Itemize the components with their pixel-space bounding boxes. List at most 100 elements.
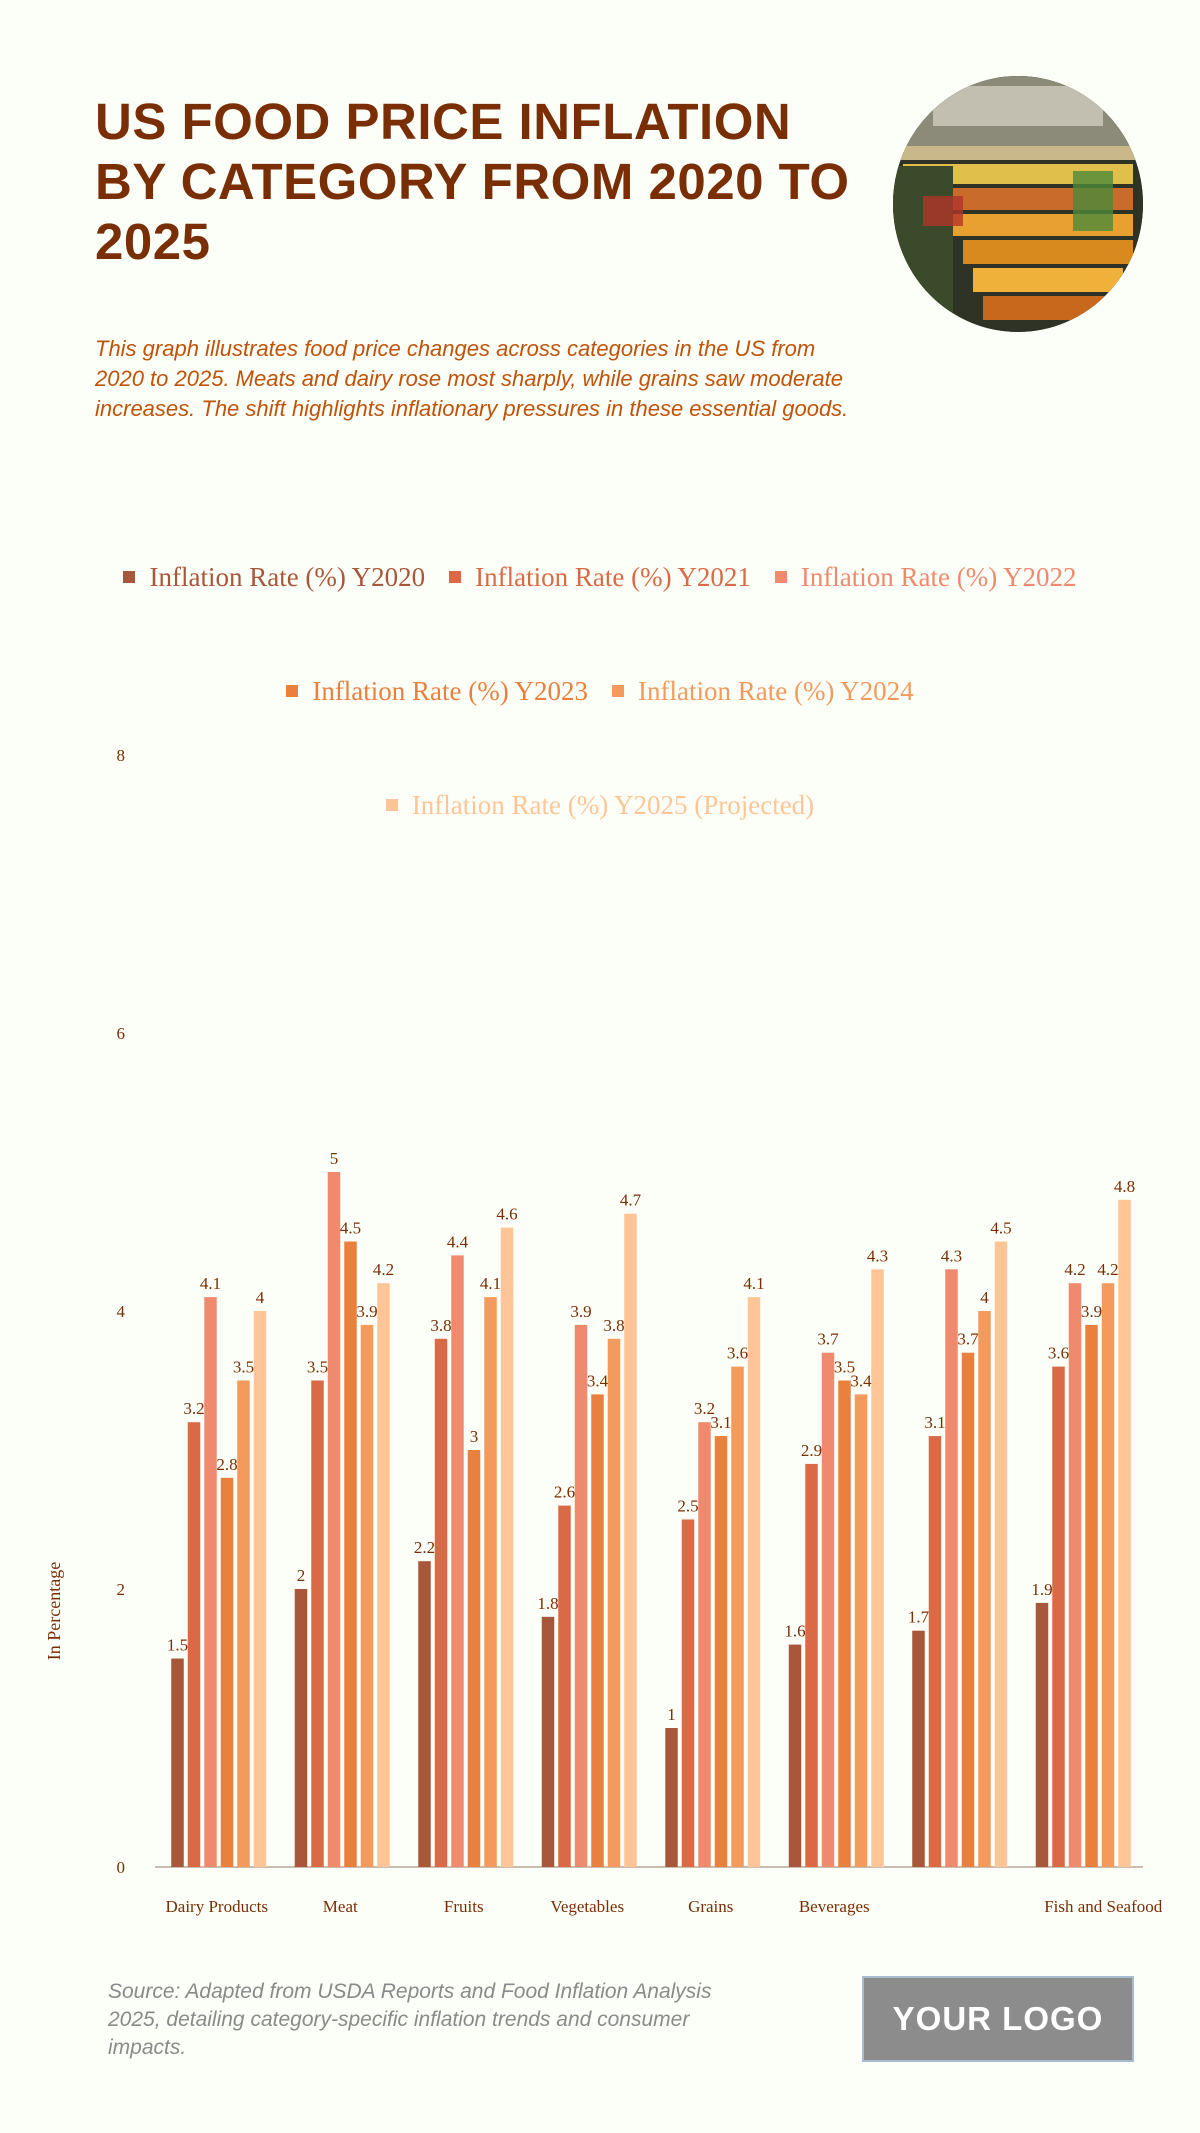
- data-label: 3.9: [356, 1302, 377, 1321]
- page-title: US FOOD PRICE INFLATION BY CATEGORY FROM…: [95, 93, 850, 270]
- legend-item: Inflation Rate (%) Y2021: [449, 560, 751, 594]
- bar: [805, 1463, 818, 1867]
- bar: [344, 1241, 357, 1867]
- bar: [624, 1213, 637, 1867]
- data-label: 4.2: [373, 1260, 394, 1279]
- bar: [311, 1380, 324, 1867]
- data-label: 3: [470, 1427, 479, 1446]
- legend-item: Inflation Rate (%) Y2023: [286, 674, 588, 708]
- bar: [484, 1297, 497, 1867]
- data-label: 4.2: [1064, 1260, 1085, 1279]
- data-label: 4.3: [941, 1246, 962, 1265]
- bar: [500, 1227, 514, 1867]
- y-tick-label: 6: [117, 1024, 126, 1043]
- data-label: 1.7: [908, 1608, 930, 1627]
- bar: [1068, 1283, 1082, 1867]
- bar: [377, 1283, 390, 1867]
- data-label: 3.5: [233, 1358, 254, 1377]
- data-label: 3.8: [603, 1316, 624, 1335]
- legend-item: Inflation Rate (%) Y2022: [774, 560, 1077, 594]
- data-label: 3.4: [587, 1371, 609, 1390]
- data-label: 3.6: [1048, 1344, 1069, 1363]
- bar: [451, 1255, 464, 1867]
- data-label: 3.9: [1081, 1302, 1102, 1321]
- bar: [187, 1422, 201, 1867]
- data-label: 4.1: [480, 1274, 501, 1293]
- bar: [698, 1422, 711, 1867]
- data-label: 5: [330, 1149, 339, 1168]
- bar: [1052, 1366, 1065, 1867]
- bar: [607, 1338, 621, 1867]
- data-label: 3.1: [924, 1413, 945, 1432]
- data-label: 4: [256, 1288, 265, 1307]
- data-label: 1.6: [784, 1622, 805, 1641]
- bar: [681, 1519, 695, 1867]
- bar: [467, 1450, 481, 1867]
- bar: [978, 1311, 991, 1867]
- source-note: Source: Adapted from USDA Reports and Fo…: [108, 1980, 712, 2059]
- data-label: 4.7: [620, 1191, 642, 1210]
- legend-swatch: [385, 799, 398, 811]
- subtitle: This graph illustrates food price change…: [95, 336, 849, 421]
- data-label: 2.2: [414, 1538, 435, 1557]
- legend-item: Inflation Rate (%) Y2020: [123, 560, 425, 594]
- x-tick-label: Grains: [688, 1897, 733, 1916]
- x-tick-label: Vegetables: [550, 1897, 624, 1916]
- x-tick-label: Fish and Seafood: [1044, 1897, 1163, 1916]
- bar: [747, 1297, 761, 1867]
- data-label: 3.6: [727, 1344, 748, 1363]
- bar: [574, 1324, 588, 1867]
- data-label: 4.5: [990, 1219, 1011, 1238]
- data-label: 4.8: [1114, 1177, 1135, 1196]
- bar: [854, 1394, 868, 1867]
- bar: [961, 1352, 975, 1867]
- y-tick-label: 2: [117, 1580, 126, 1599]
- data-label: 4: [980, 1288, 989, 1307]
- bar: [253, 1311, 267, 1867]
- legend-label: Inflation Rate (%) Y2020: [149, 561, 426, 592]
- data-label: 4.6: [496, 1205, 517, 1224]
- bar: [360, 1324, 374, 1867]
- bar: [558, 1505, 571, 1867]
- data-label: 3.7: [957, 1330, 979, 1349]
- chart-legend: Inflation Rate (%) Y2020 Inflation Rate (…: [60, 560, 1140, 822]
- bar: [731, 1366, 744, 1867]
- y-tick-label: 8: [117, 746, 126, 765]
- bar: [912, 1630, 925, 1867]
- data-label: 3.7: [817, 1330, 839, 1349]
- bar: [1035, 1602, 1049, 1867]
- bar: [237, 1380, 250, 1867]
- y-tick-label: 4: [117, 1302, 126, 1321]
- legend-label: Inflation Rate (%) Y2024: [638, 675, 914, 706]
- bar: [220, 1477, 234, 1867]
- data-label: 1.9: [1031, 1580, 1052, 1599]
- data-label: 4.1: [743, 1274, 764, 1293]
- bar: [327, 1172, 341, 1867]
- legend-label: Inflation Rate (%) Y2025 (Projected): [411, 789, 815, 820]
- data-label: 2.8: [216, 1455, 237, 1474]
- data-label: 1.8: [537, 1594, 558, 1613]
- bar: [665, 1728, 678, 1867]
- data-label: 3.2: [183, 1399, 204, 1418]
- bar-chart: 0 2 4 6 8 In Percentage 1.5 3.2 4.1 2.8 3.5 4 Dairy …: [44, 746, 1163, 1916]
- data-label: 2.6: [554, 1483, 575, 1502]
- bar: [994, 1241, 1008, 1867]
- logo-placeholder: YOUR LOGO: [862, 1976, 1134, 2062]
- x-tick-label: Fruits: [444, 1897, 484, 1916]
- data-label: 4.2: [1097, 1260, 1118, 1279]
- data-label: 3.5: [834, 1358, 855, 1377]
- legend-label: Inflation Rate (%) Y2021: [475, 561, 751, 592]
- data-label: 4.1: [200, 1274, 221, 1293]
- bar: [838, 1380, 851, 1867]
- data-label: 2.9: [801, 1441, 822, 1460]
- y-axis-label: In Percentage: [44, 1562, 64, 1660]
- legend-swatch: [123, 571, 136, 583]
- bar: [871, 1269, 884, 1867]
- data-label: 3.2: [694, 1399, 715, 1418]
- data-label: 2: [297, 1566, 306, 1585]
- data-label: 3.8: [430, 1316, 451, 1335]
- bar: [821, 1352, 835, 1867]
- x-tick-label: Dairy Products: [166, 1897, 268, 1916]
- legend-swatch: [286, 685, 299, 697]
- bar: [418, 1561, 431, 1867]
